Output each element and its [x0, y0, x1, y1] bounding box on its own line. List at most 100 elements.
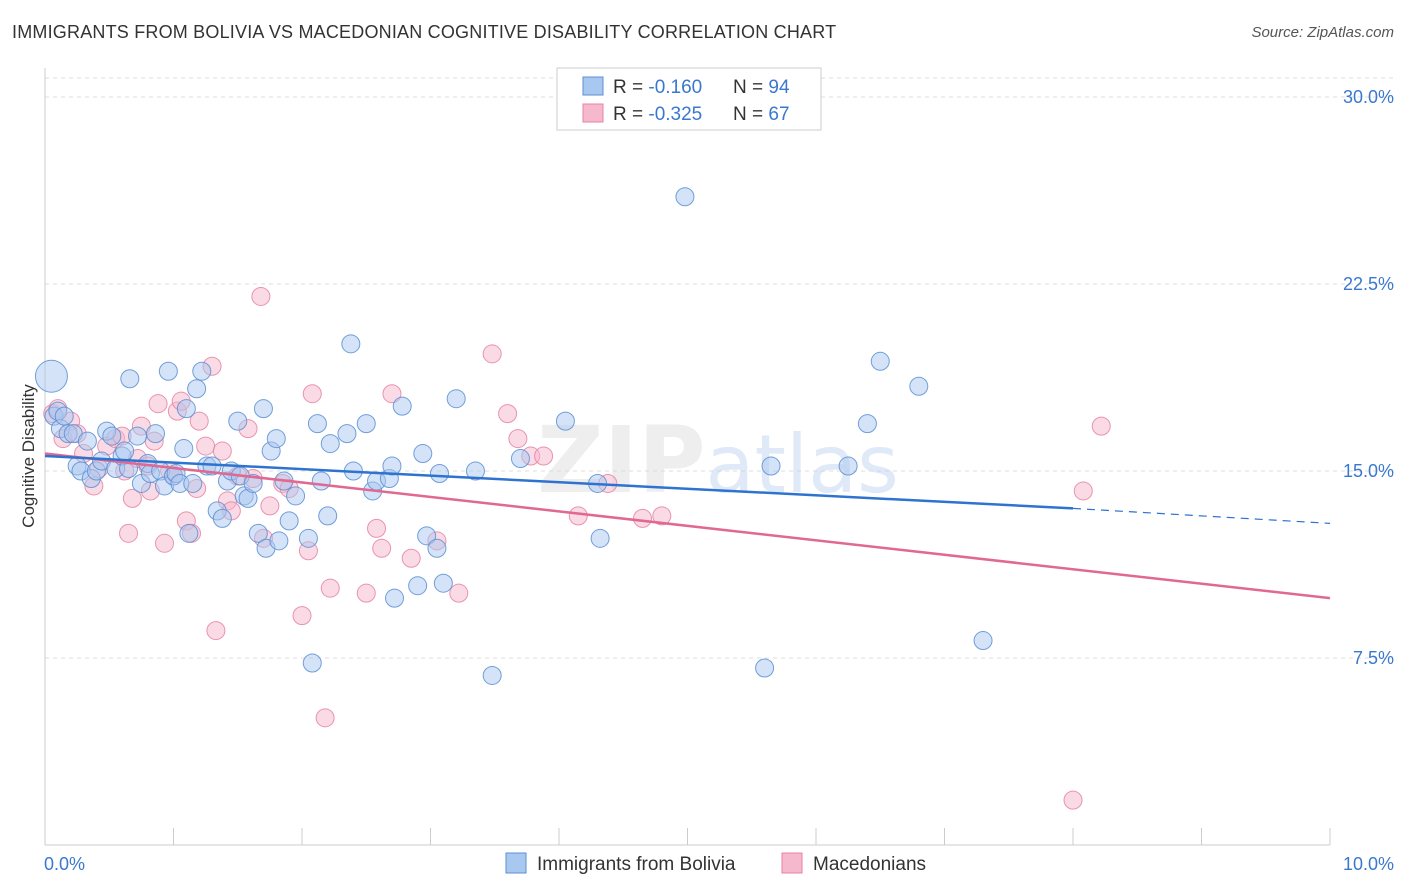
macedonians-point	[372, 538, 392, 558]
legend-bottom-pink-label: Macedonians	[813, 854, 926, 875]
legend-r-label-1: R =	[613, 77, 648, 98]
macedonians-point	[498, 404, 518, 424]
bolivia-point	[34, 359, 68, 393]
macedonians-point	[1091, 416, 1111, 436]
bolivia-trend-extension	[1072, 507, 1331, 524]
bolivia-point	[253, 399, 273, 419]
legend-r-label-2: R =	[613, 104, 648, 125]
bolivia-point	[417, 526, 437, 546]
macedonians-point	[1073, 481, 1093, 501]
bolivia-point	[176, 399, 196, 419]
bolivia-point	[243, 473, 263, 493]
bolivia-point	[465, 461, 485, 481]
bolivia-point	[248, 523, 268, 543]
bolivia-point	[115, 441, 135, 461]
legend-bottom-blue-label: Immigrants from Bolivia	[537, 854, 736, 875]
bolivia-point	[675, 187, 695, 207]
svg-text:N = 67: N = 67	[733, 104, 790, 125]
bolivia-point	[183, 473, 203, 493]
bolivia-point	[909, 376, 929, 396]
bolivia-point	[356, 414, 376, 434]
bolivia-point	[302, 653, 322, 673]
legend-top: R = -0.160 N = 94 R = -0.325 N = 67	[556, 67, 822, 131]
y-tick-label: 30.0%	[1343, 87, 1394, 107]
legend-bottom-blue-swatch	[505, 852, 527, 874]
bolivia-point	[311, 471, 331, 491]
bolivia-point	[429, 463, 449, 483]
bolivia-point	[385, 588, 405, 608]
macedonians-point	[367, 518, 387, 538]
macedonians-point	[302, 384, 322, 404]
y-axis-label: Cognitive Disability	[19, 384, 38, 528]
bolivia-point	[286, 486, 306, 506]
x-tick-label: 10.0%	[1343, 854, 1394, 874]
grid-lines	[45, 77, 1395, 659]
legend-r-value-2: -0.325	[648, 104, 702, 125]
macedonians-trend-line	[44, 452, 1331, 600]
bolivia-point	[212, 508, 232, 528]
bolivia-point	[755, 658, 775, 678]
bolivia-point	[179, 523, 199, 543]
bolivia-point	[192, 361, 212, 381]
macedonians-point	[320, 578, 340, 598]
macedonians-point	[155, 533, 175, 553]
bolivia-point	[279, 511, 299, 531]
macedonians-point	[652, 506, 672, 526]
macedonians-point	[315, 708, 335, 728]
trend-lines	[44, 452, 1331, 600]
legend-blue-swatch	[582, 76, 604, 96]
macedonians-point	[119, 523, 139, 543]
legend-n-value-1: 94	[768, 77, 790, 98]
macedonians-point	[148, 394, 168, 414]
bolivia-point	[382, 456, 402, 476]
bolivia-point	[77, 431, 97, 451]
bolivia-point	[392, 396, 412, 416]
legend-pink-swatch	[582, 103, 604, 123]
legend-n-value-2: 67	[768, 104, 789, 125]
bolivia-point	[54, 406, 74, 426]
bolivia-point	[433, 573, 453, 593]
macedonians-point	[401, 548, 421, 568]
bolivia-point	[337, 424, 357, 444]
legend-bottom: Immigrants from Bolivia Macedonians	[505, 852, 926, 875]
macedonians-point	[356, 583, 376, 603]
bolivia-point	[973, 631, 993, 651]
bolivia-point	[158, 361, 178, 381]
legend-r-value-1: -0.160	[648, 77, 702, 98]
macedonians-point	[206, 621, 226, 641]
bolivia-point	[120, 369, 140, 389]
macedonians-point	[189, 411, 209, 431]
bolivia-point	[228, 411, 248, 431]
bolivia-point	[408, 576, 428, 596]
macedonians-point	[1063, 790, 1083, 810]
macedonians-point	[122, 488, 142, 508]
chart-title: IMMIGRANTS FROM BOLIVIA VS MACEDONIAN CO…	[12, 22, 837, 42]
bolivia-point	[413, 444, 433, 464]
macedonians-point	[382, 384, 402, 404]
bolivia-point	[446, 389, 466, 409]
bolivia-point	[307, 414, 327, 434]
macedonians-point	[196, 436, 216, 456]
x-tick-labels: 0.0% 10.0%	[44, 854, 1394, 874]
bolivia-point	[266, 429, 286, 449]
y-tick-label: 7.5%	[1353, 648, 1394, 668]
y-tick-label: 22.5%	[1343, 274, 1394, 294]
macedonians-point	[260, 496, 280, 516]
bolivia-point	[857, 414, 877, 434]
macedonians-point	[482, 344, 502, 364]
macedonians-point	[568, 506, 588, 526]
legend-bottom-pink-swatch	[781, 852, 803, 874]
bolivia-point	[590, 528, 610, 548]
macedonians-point	[534, 446, 554, 466]
source-label: Source: ZipAtlas.com	[1251, 24, 1394, 41]
macedonians-point	[633, 508, 653, 528]
bolivia-point	[269, 531, 289, 551]
bolivia-point	[187, 379, 207, 399]
macedonians-point	[251, 286, 271, 306]
bolivia-point	[761, 456, 781, 476]
bolivia-point	[318, 506, 338, 526]
bolivia-point	[838, 456, 858, 476]
bolivia-point	[128, 426, 148, 446]
bolivia-point	[341, 334, 361, 354]
